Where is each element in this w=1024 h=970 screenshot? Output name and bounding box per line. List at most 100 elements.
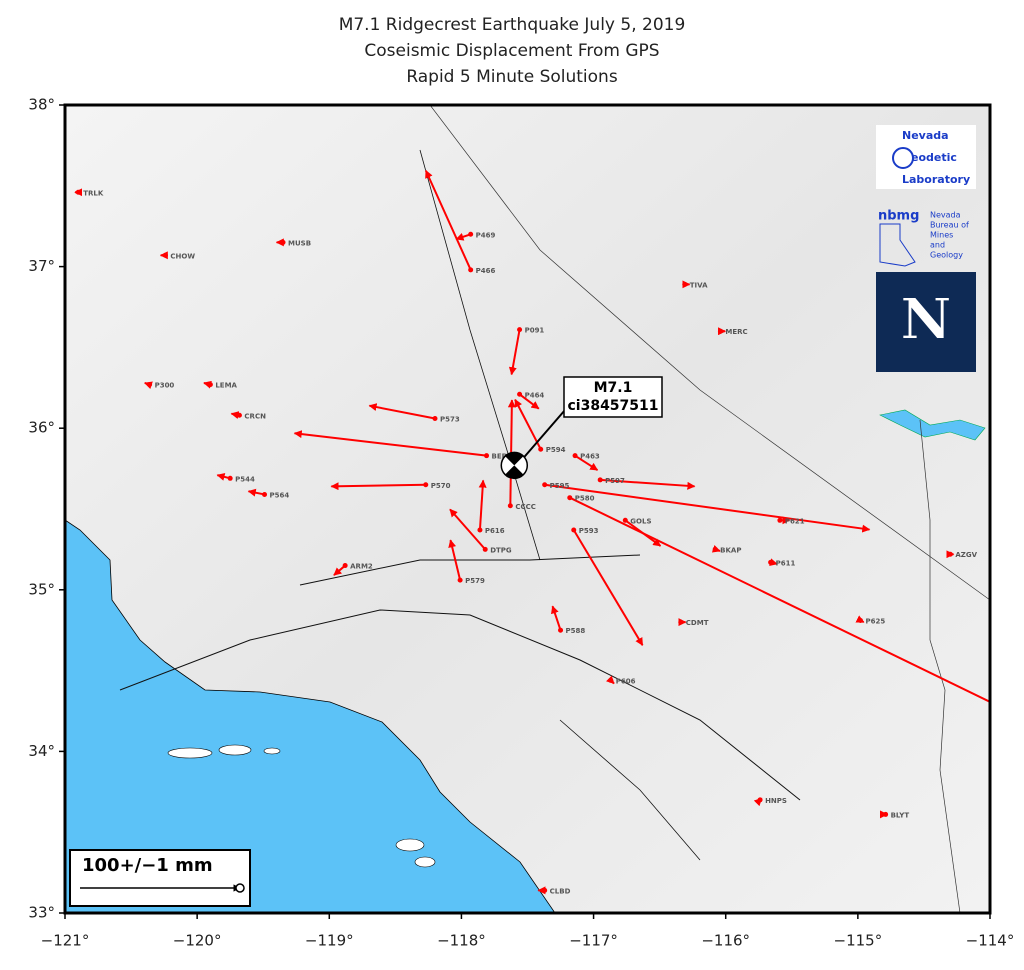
station [712,546,718,552]
station-label: CCCC [515,503,536,511]
station-label: BKAP [720,546,741,554]
event: M7.1 ci38457511 [500,376,663,480]
displacement-arrow [574,454,599,471]
subtitle: Coseismic Displacement From GPS [364,41,659,61]
station-label: HNPS [765,797,787,805]
station [457,577,463,583]
station [507,503,513,509]
basemap: P595 P580 P597 P593 P570 BEPK P573 P466 P091 P464… [65,105,990,913]
station [227,475,233,481]
station [342,563,348,569]
station-label: MERC [725,328,747,336]
station [468,267,474,273]
station [757,797,763,803]
station [207,382,213,388]
station [883,811,889,817]
vectors: P595 P580 P597 P593 P570 BEPK P573 P466 P091 P464… [74,169,990,895]
displacement-arrow [518,393,540,410]
focal-mechanism [500,451,529,480]
displacement-arrow [448,539,462,581]
x-tick-label: −119° [305,932,354,950]
border [919,419,961,913]
station-label: P611 [776,559,796,567]
x-tick-label: −118° [437,932,486,950]
displacement-arrow [600,478,696,490]
x-tick-label: −116° [701,932,750,950]
ngl-text: Laboratory [902,173,970,186]
station-label: ARM2 [350,563,373,571]
island [263,747,281,755]
station [484,453,490,459]
scale-end [235,883,245,893]
x-tick-label: −117° [569,932,618,950]
station [571,527,577,533]
station-label: P606 [616,677,636,685]
displacement-arrow [455,233,471,241]
displacement-arrow [330,482,426,491]
nbmg-text: Geology [930,251,963,260]
station [517,327,523,333]
y-tick-label: 33° [28,904,55,922]
displacement-arrow [478,479,487,531]
focal-quadrant [505,465,524,479]
island [218,744,252,756]
x-tick-label: −120° [173,932,222,950]
nbmg-text: Mines [930,231,953,240]
scale-label: 100+/−1 mm [82,855,213,876]
station [608,677,614,683]
event-id: ci38457511 [567,398,658,414]
station [682,281,688,287]
station-label: P616 [485,527,505,535]
x-tick-label: −121° [41,932,90,950]
station-label: CHOW [170,252,195,260]
logos: Nevada Geodetic Laboratory nbmg Nevada B… [876,125,976,372]
station-label: P300 [155,382,175,390]
y-tick-label: 38° [28,96,55,114]
focal-quadrant [505,452,524,466]
station [477,527,483,533]
station [572,453,578,459]
island [395,838,425,852]
station [717,328,723,334]
nbmg-mark: nbmg [878,209,919,224]
station [236,412,242,418]
fault [419,149,541,561]
station [280,239,286,245]
y-tick-label: 35° [28,580,55,598]
station [558,627,564,633]
station-label: P580 [575,495,595,503]
fault [299,554,641,586]
station-label: CDMT [686,619,709,627]
station [423,482,429,488]
unr-logo [876,272,976,372]
scale-box: 100+/−1 mm [69,849,251,907]
station [858,618,863,624]
ngl-mark [892,147,914,169]
y-tick-label: 34° [28,742,55,760]
ocean [65,519,556,913]
station-label: P594 [546,446,566,454]
station [678,619,684,625]
displacement-arrow [624,519,662,547]
displacement-arrow [424,169,472,271]
station [947,551,953,557]
event-box [563,376,663,418]
displacement-arrow [551,605,562,631]
x-tick-label: −114° [966,932,1015,950]
station-label: P588 [566,627,586,635]
station [517,391,523,397]
station [432,416,438,422]
station-label: P564 [270,491,290,499]
displacement-arrow [293,430,487,457]
station-label: P570 [431,482,451,490]
station-label: P544 [235,475,255,483]
displacement-arrow [449,508,486,551]
title: M7.1 Ridgecrest Earthquake July 5, 2019 [339,15,686,35]
station [162,252,168,258]
ngl-text: Geodetic [902,151,957,164]
station-label: LEMA [215,382,237,390]
station-label: AZGV [955,551,977,559]
station-label: MUSB [288,239,311,247]
station [542,482,548,488]
